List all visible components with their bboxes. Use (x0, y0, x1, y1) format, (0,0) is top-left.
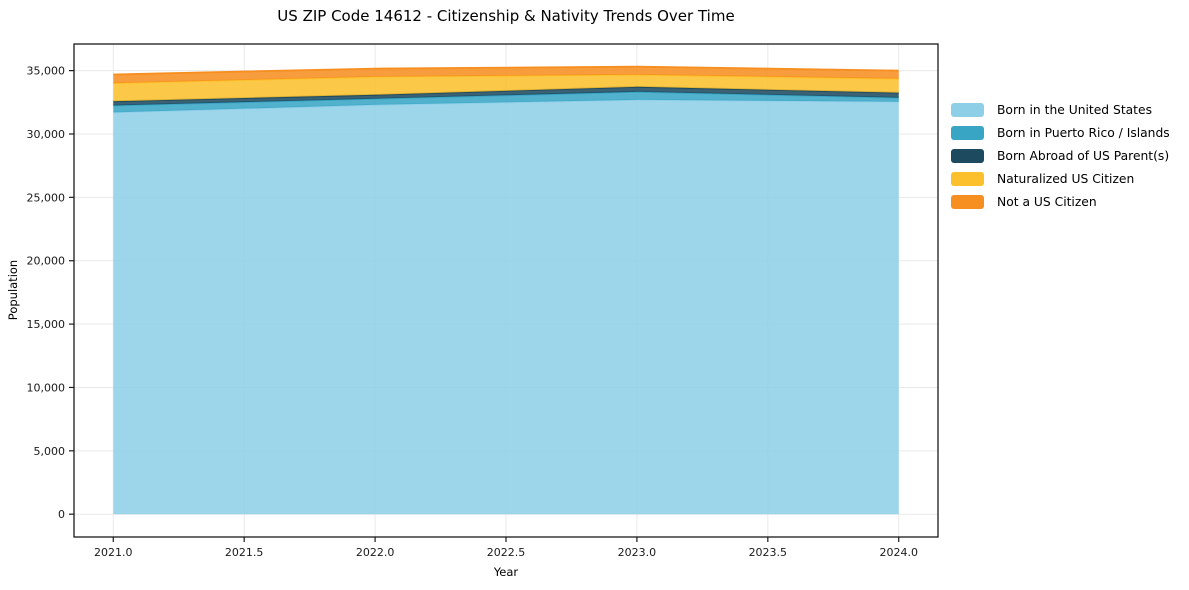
y-tick-label: 35,000 (27, 65, 66, 78)
y-tick-label: 10,000 (27, 381, 66, 394)
legend-label: Born in the United States (997, 103, 1152, 117)
x-tick-label: 2023.0 (618, 546, 657, 559)
legend-swatch (951, 195, 984, 209)
y-tick-label: 20,000 (27, 255, 66, 268)
legend-swatch (951, 172, 984, 186)
area-series (113, 86, 899, 106)
x-tick-label: 2022.5 (487, 546, 526, 559)
y-axis-label: Population (6, 259, 20, 321)
y-tick-label: 5,000 (34, 445, 66, 458)
x-tick-label: 2021.0 (94, 546, 133, 559)
x-tick-label: 2022.0 (356, 546, 395, 559)
x-tick-label: 2021.5 (225, 546, 264, 559)
legend-label: Naturalized US Citizen (997, 172, 1135, 186)
y-tick-label: 15,000 (27, 318, 66, 331)
legend-swatch (951, 126, 984, 140)
legend-item: Naturalized US Citizen (951, 172, 1170, 186)
legend-item: Born in the United States (951, 103, 1170, 117)
legend-item: Born in Puerto Rico / Islands (951, 126, 1170, 140)
x-tick-label: 2024.0 (879, 546, 918, 559)
legend-label: Not a US Citizen (997, 195, 1097, 209)
legend-label: Born in Puerto Rico / Islands (997, 126, 1170, 140)
area-series (113, 74, 899, 102)
legend-label: Born Abroad of US Parent(s) (997, 149, 1170, 163)
legend: Born in the United States Born in Puerto … (951, 103, 1170, 209)
area-series (113, 99, 899, 515)
x-axis-label: Year (493, 565, 519, 579)
area-series (113, 91, 899, 113)
legend-swatch (951, 149, 984, 163)
y-tick-label: 0 (58, 508, 65, 521)
chart-title: US ZIP Code 14612 - Citizenship & Nativi… (277, 7, 735, 25)
legend-item: Born Abroad of US Parent(s) (951, 149, 1170, 163)
x-tick-label: 2023.5 (749, 546, 788, 559)
legend-swatch (951, 103, 984, 117)
area-series-edge (113, 65, 899, 76)
legend-item: Not a US Citizen (951, 195, 1170, 209)
y-tick-label: 25,000 (27, 191, 66, 204)
y-tick-label: 30,000 (27, 128, 66, 141)
